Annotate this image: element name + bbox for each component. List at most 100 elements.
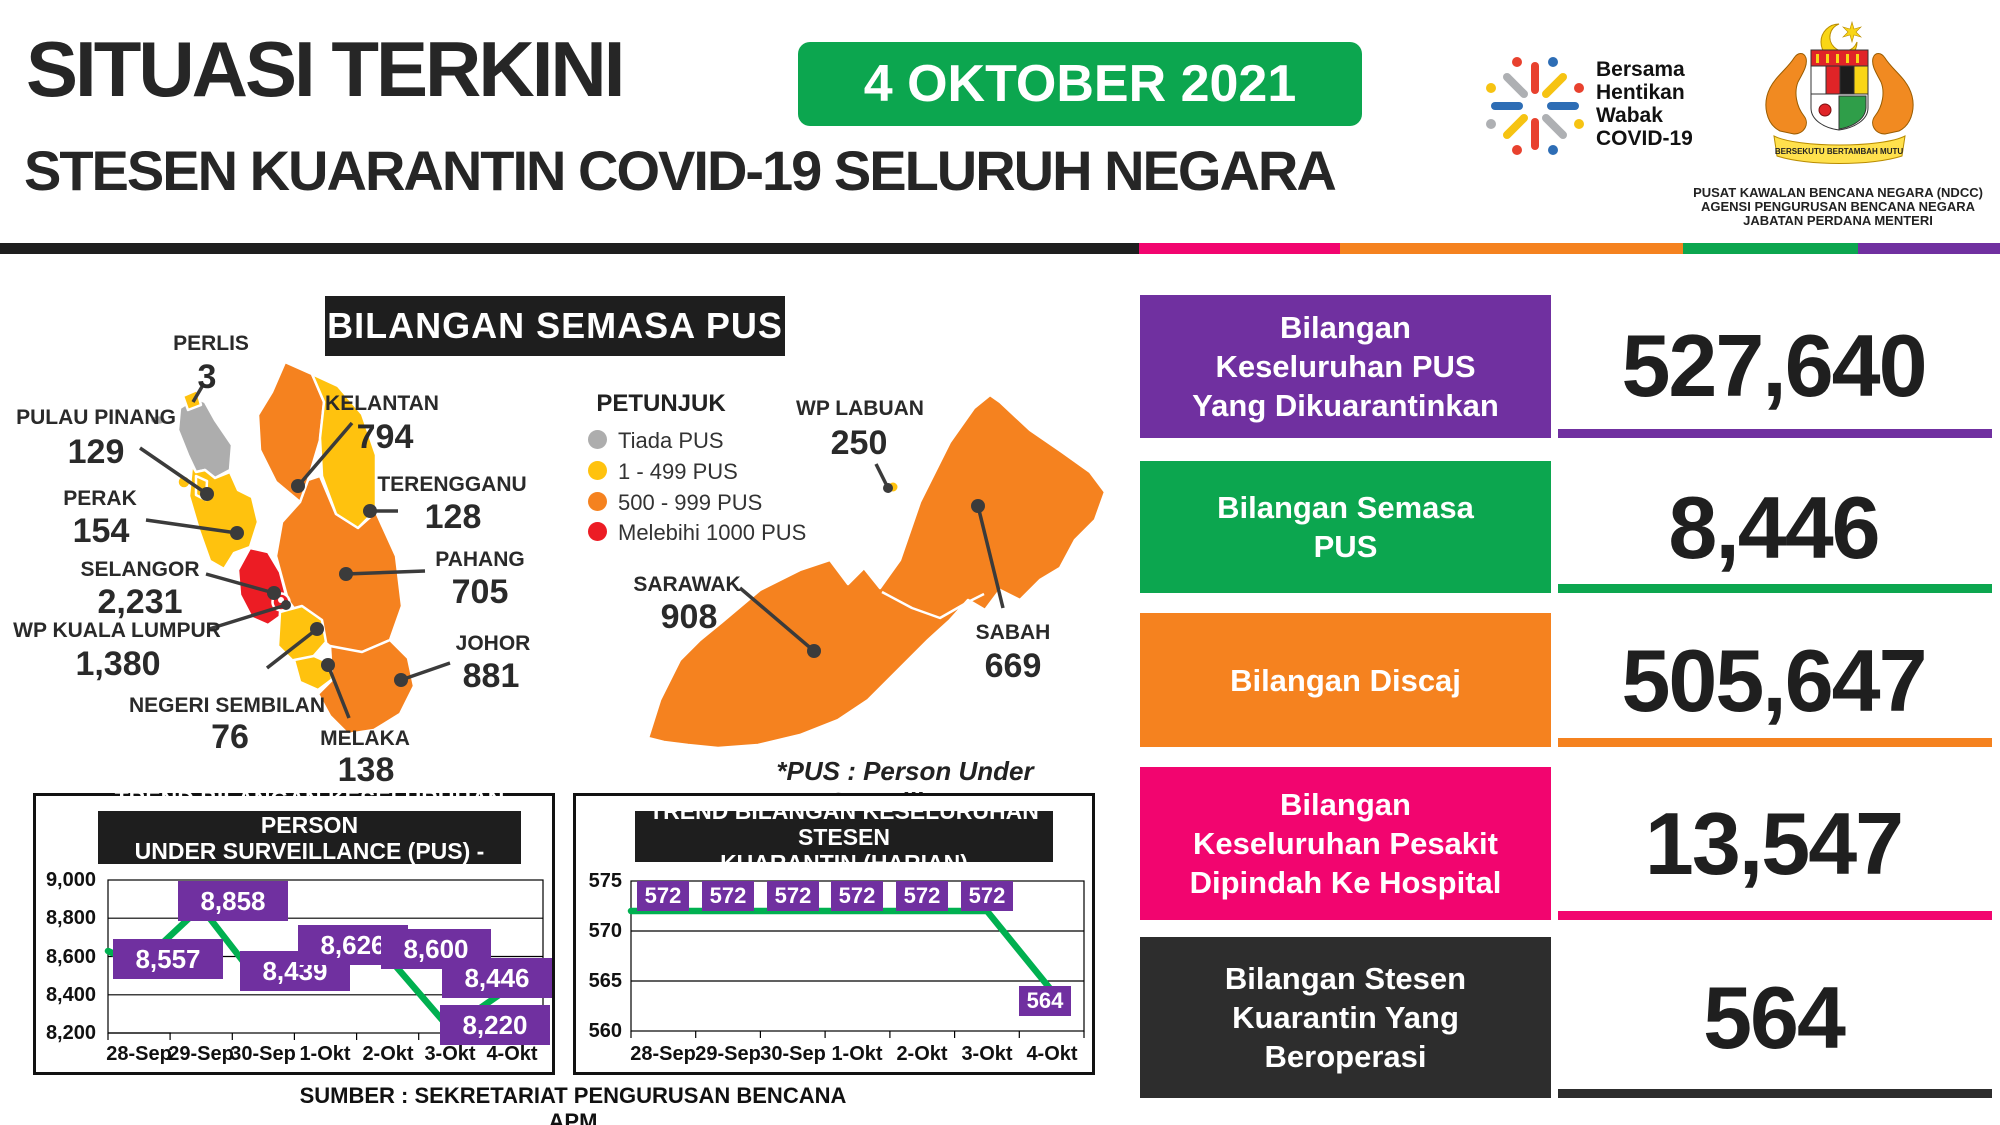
campaign-starburst-icon bbox=[1486, 57, 1584, 155]
campaign-line-4: COVID-19 bbox=[1596, 127, 1693, 150]
value-negerisembilan: 76 bbox=[211, 718, 249, 756]
value-terengganu: 128 bbox=[424, 498, 482, 536]
card-discaj-underline bbox=[1558, 738, 1992, 747]
strip-pink bbox=[1139, 243, 1340, 254]
legend-swatch-yellow bbox=[588, 461, 607, 480]
legend-label-500-999: 500 - 999 PUS bbox=[618, 490, 763, 515]
chart-stesen-line bbox=[627, 907, 1056, 995]
card-pus-semasa-underline bbox=[1558, 584, 1992, 593]
chart-stesen-label-1: 572 bbox=[637, 881, 689, 911]
card-hospital-label: Bilangan Keseluruhan Pesakit Dipindah Ke… bbox=[1140, 767, 1551, 920]
chart-stesen-xtick-1: 28-Sep bbox=[630, 1043, 696, 1065]
value-selangor: 2,231 bbox=[97, 583, 183, 621]
card-stesen-label: Bilangan Stesen Kuarantin Yang Beroperas… bbox=[1140, 937, 1551, 1098]
value-perlis: 3 bbox=[197, 358, 217, 396]
page-subtitle: STESEN KUARANTIN COVID-19 SELURUH NEGARA bbox=[24, 139, 1337, 202]
card-pus-total-label: Bilangan Keseluruhan PUS Yang Dikuaranti… bbox=[1140, 295, 1551, 438]
chart-stesen-xtick-4: 1-Okt bbox=[831, 1043, 883, 1065]
label-pulaupinang: PULAU PINANG bbox=[16, 406, 176, 429]
label-perak: PERAK bbox=[63, 487, 137, 510]
legend-label-melebihi: Melebihi 1000 PUS bbox=[618, 520, 807, 545]
campaign-line-2: Hentikan bbox=[1596, 81, 1685, 104]
chart-pus-xtick-1: 28-Sep bbox=[106, 1043, 172, 1065]
map-borneo bbox=[646, 393, 1107, 750]
value-kelantan: 794 bbox=[356, 418, 414, 456]
label-sabah: SABAH bbox=[975, 621, 1051, 644]
chart-pus-label-7: 8,446 bbox=[442, 958, 552, 998]
chart-pus-ytick-9000: 9,000 bbox=[45, 869, 96, 891]
chart-stesen-label-7: 564 bbox=[1019, 986, 1071, 1016]
value-sabah: 669 bbox=[984, 647, 1042, 685]
chart-pus-label-6: 8,220 bbox=[440, 1005, 550, 1045]
card-pus-semasa-value: 8,446 bbox=[1668, 478, 1880, 577]
card-stesen-underline bbox=[1558, 1089, 1992, 1098]
chart-pus-xtick-3: 30-Sep bbox=[230, 1043, 296, 1065]
legend-label-tiada: Tiada PUS bbox=[618, 428, 724, 453]
campaign-logo-text: Bersama Hentikan Wabak COVID-19 bbox=[1596, 58, 1756, 150]
chart-stesen-ytick-560: 560 bbox=[588, 1020, 622, 1042]
map-island-langkawi bbox=[148, 413, 168, 427]
chart-stesen-label-5: 572 bbox=[896, 881, 948, 911]
agency-line-2: AGENSI PENGURUSAN BENCANA NEGARA bbox=[1701, 199, 1975, 214]
label-kualalumpur: WP KUALA LUMPUR bbox=[13, 619, 221, 642]
label-pahang: PAHANG bbox=[435, 548, 525, 571]
card-pus-semasa-line2: PUS bbox=[1313, 529, 1378, 564]
card-hospital-line2: Keseluruhan Pesakit bbox=[1193, 826, 1498, 861]
chart-stesen-xtick-2: 29-Sep bbox=[695, 1043, 761, 1065]
date-badge: 4 OKTOBER 2021 bbox=[798, 42, 1362, 126]
card-pus-total-line1: Bilangan bbox=[1280, 310, 1411, 345]
value-sarawak: 908 bbox=[660, 598, 718, 636]
chart-stesen-label-2: 572 bbox=[702, 881, 754, 911]
strip-green bbox=[1683, 243, 1858, 254]
strip-black bbox=[0, 243, 1139, 254]
card-stesen-value: 564 bbox=[1703, 968, 1846, 1067]
legend-swatch-orange bbox=[588, 492, 607, 511]
card-pus-semasa-label: Bilangan Semasa PUS bbox=[1140, 461, 1551, 593]
arms-motto-text: BERSEKUTU BERTAMBAH MUTU bbox=[1775, 147, 1904, 156]
label-perlis: PERLIS bbox=[173, 332, 249, 355]
chart-stesen-label-4: 572 bbox=[831, 881, 883, 911]
label-terengganu: TERENGGANU bbox=[377, 473, 527, 496]
chart-stesen-ytick-570: 570 bbox=[588, 920, 622, 942]
label-sarawak: SARAWAK bbox=[633, 573, 741, 596]
label-labuan: WP LABUAN bbox=[796, 397, 924, 420]
value-labuan: 250 bbox=[830, 424, 888, 462]
card-pus-total-line2: Keseluruhan PUS bbox=[1215, 349, 1476, 384]
card-hospital-line3: Dipindah Ke Hospital bbox=[1189, 865, 1502, 900]
chart-stesen-trend: TREND BILANGAN KESELURUHAN STESEN KUARAN… bbox=[573, 793, 1095, 1075]
label-johor: JOHOR bbox=[455, 632, 531, 655]
map-title: BILANGAN SEMASA PUS bbox=[325, 296, 785, 356]
chart-stesen-ytick-575: 575 bbox=[588, 870, 622, 892]
agency-line-1: PUSAT KAWALAN BENCANA NEGARA (NDCC) bbox=[1693, 185, 1983, 200]
chart-pus-trend: TREND BILANGAN KESELURUHAN PERSON UNDER … bbox=[33, 786, 555, 1075]
card-stesen-line3: Beroperasi bbox=[1264, 1039, 1427, 1074]
chart-pus-ytick-8600: 8,600 bbox=[45, 946, 96, 968]
card-stesen-line2: Kuarantin Yang bbox=[1232, 1000, 1459, 1035]
chart-stesen-title-line2: KUARANTIN (HARIAN) bbox=[720, 849, 968, 876]
campaign-line-3: Wabak bbox=[1596, 104, 1663, 127]
value-pahang: 705 bbox=[451, 573, 509, 611]
chart-pus-title-line1: TREND BILANGAN KESELURUHAN PERSON bbox=[114, 785, 505, 838]
value-perak: 154 bbox=[72, 512, 130, 550]
chart-stesen-xtick-5: 2-Okt bbox=[896, 1043, 948, 1065]
chart-stesen-label-6: 572 bbox=[961, 881, 1013, 911]
chart-pus-ytick-8800: 8,800 bbox=[45, 907, 96, 929]
chart-stesen-xtick-7: 4-Okt bbox=[1026, 1043, 1078, 1065]
chart-stesen-xtick-3: 30-Sep bbox=[760, 1043, 826, 1065]
chart-pus-label-3: 8,439 bbox=[240, 951, 350, 991]
chart-stesen-ytick-565: 565 bbox=[588, 970, 622, 992]
card-discaj-line1: Bilangan Discaj bbox=[1230, 662, 1461, 698]
legend-swatch-gray bbox=[588, 430, 607, 449]
chart-stesen-xtick-6: 3-Okt bbox=[961, 1043, 1013, 1065]
malaysia-map bbox=[139, 360, 1107, 750]
card-hospital-value: 13,547 bbox=[1644, 794, 1904, 893]
chart-stesen-xticks-marks bbox=[630, 1031, 1085, 1038]
chart-pus-xtick-6: 3-Okt bbox=[424, 1043, 476, 1065]
chart-pus-title-line2: UNDER SURVEILLANCE (PUS) - HARIAN bbox=[134, 837, 485, 890]
label-kelantan: KELANTAN bbox=[325, 392, 439, 415]
chart-pus-xtick-7: 4-Okt bbox=[486, 1043, 538, 1065]
card-stesen-line1: Bilangan Stesen bbox=[1224, 961, 1467, 996]
chart-pus-xtick-2: 29-Sep bbox=[168, 1043, 234, 1065]
card-pus-total-underline bbox=[1558, 429, 1992, 438]
